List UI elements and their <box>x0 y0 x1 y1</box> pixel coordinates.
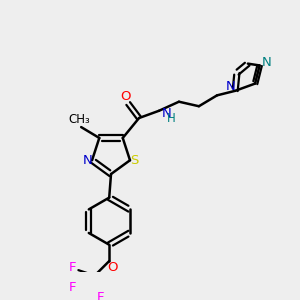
Text: O: O <box>120 90 131 103</box>
Text: N: N <box>82 154 92 167</box>
Text: N: N <box>262 56 272 69</box>
Text: O: O <box>108 261 118 274</box>
Text: H: H <box>167 112 176 125</box>
Text: S: S <box>130 154 139 167</box>
Text: N: N <box>161 107 171 120</box>
Text: F: F <box>96 291 104 300</box>
Text: N: N <box>226 80 236 93</box>
Text: CH₃: CH₃ <box>68 113 90 126</box>
Text: F: F <box>69 261 77 274</box>
Text: F: F <box>69 281 77 294</box>
